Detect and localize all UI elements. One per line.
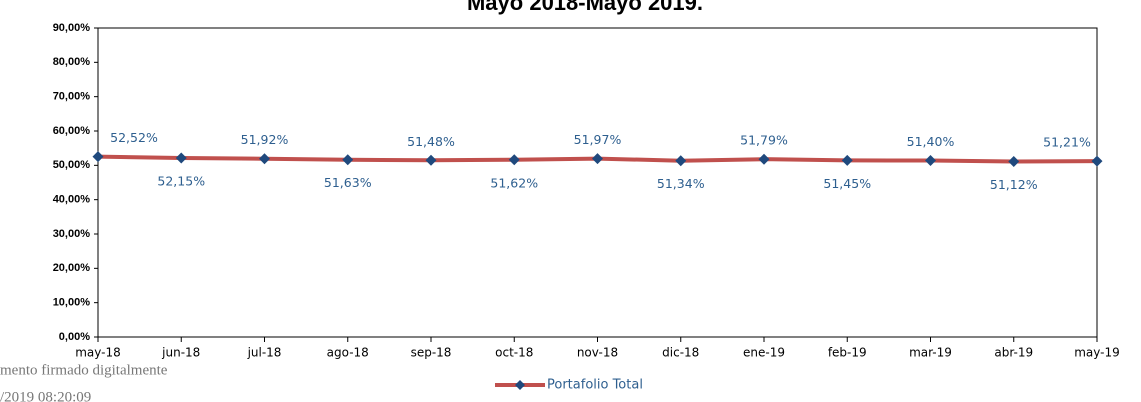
marker [92,151,104,163]
value-label: 51,48% [407,134,455,149]
marker [1091,155,1103,167]
y-tick-label: 50,00% [53,159,91,171]
legend-label: Portafolio Total [547,378,643,393]
value-label: 51,63% [324,175,372,190]
value-label: 51,62% [490,175,538,190]
value-label: 51,79% [740,133,788,148]
marker [675,155,687,167]
watermark: /2019 08:20:09 [0,389,91,402]
x-tick-label: mar-19 [909,346,952,360]
x-tick-label: nov-18 [577,346,618,360]
chart-title: Mayo 2018-Mayo 2019. [467,0,703,15]
marker [592,153,603,165]
value-label: 51,92% [241,132,289,147]
marker [925,155,936,167]
marker [508,154,520,166]
y-tick-label: 70,00% [53,91,91,103]
y-tick-label: 90,00% [53,22,91,34]
marker [841,154,853,166]
marker [1008,155,1020,167]
x-tick-label: ene-19 [743,346,785,360]
y-tick-label: 10,00% [53,297,91,309]
y-tick-label: 60,00% [53,125,91,137]
x-tick-label: abr-19 [994,346,1033,360]
y-tick-label: 40,00% [53,194,91,206]
x-tick-label: feb-19 [828,346,867,360]
marker [758,153,770,165]
value-label: 51,97% [574,132,622,147]
x-tick-label: dic-18 [662,346,699,360]
plot-area [97,27,1098,338]
value-label: 51,40% [907,134,955,149]
legend-marker [515,380,525,390]
y-tick-label: 0,00% [59,331,90,343]
x-tick-label: may-19 [1074,346,1120,360]
y-tick-label: 30,00% [53,228,91,240]
y-tick-label: 80,00% [53,56,91,68]
value-label: 52,52% [110,130,158,145]
marker [175,152,187,164]
x-tick-label: sep-18 [411,346,452,360]
x-tick-label: ago-18 [327,346,369,360]
watermark: mento firmado digitalmente [0,362,168,378]
value-label: 51,12% [990,177,1038,192]
marker [425,154,437,166]
value-label: 51,34% [657,176,705,191]
x-tick-label: jul-18 [247,346,282,360]
y-tick-label: 20,00% [53,262,91,274]
x-tick-label: jun-18 [161,346,200,360]
x-tick-label: may-18 [75,346,121,360]
value-label: 52,15% [157,173,205,188]
value-label: 51,21% [1043,135,1091,150]
marker [342,154,354,166]
x-tick-label: oct-18 [495,346,533,360]
marker [259,153,270,165]
value-label: 51,45% [823,176,871,191]
